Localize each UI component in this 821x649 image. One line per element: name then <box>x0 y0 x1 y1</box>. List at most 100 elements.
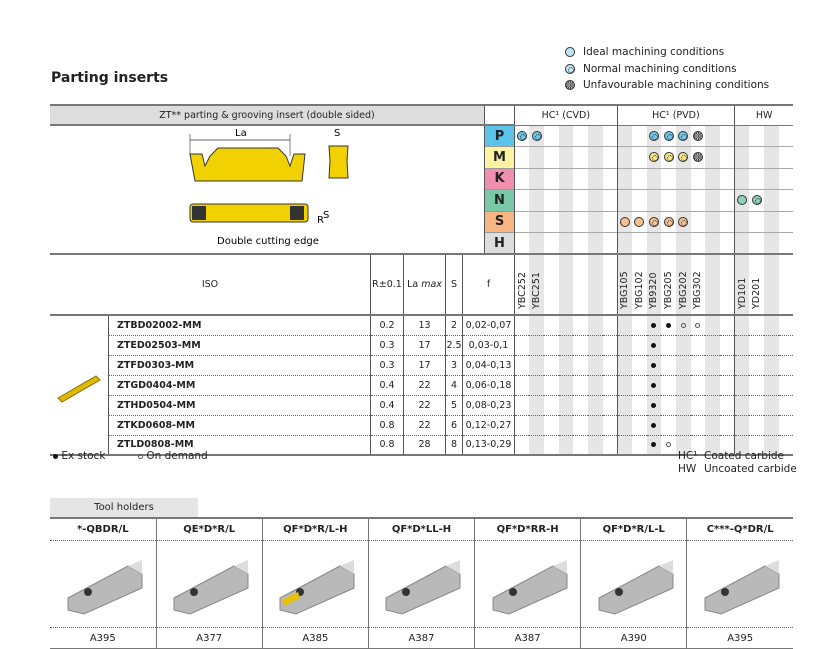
grade-cell <box>514 395 530 416</box>
grade-cell <box>749 146 764 168</box>
grade-cell <box>543 146 559 168</box>
grade-cell <box>675 415 691 436</box>
grade-cell <box>734 124 750 147</box>
la-header: La max <box>403 253 446 316</box>
holder-image[interactable] <box>261 540 369 628</box>
normal-icon <box>678 130 689 141</box>
legend-label: Unfavourable machining conditions <box>583 79 770 91</box>
table-row[interactable]: ZTKD0608-MM 0.8 22 6 0,12-0,27 <box>50 415 794 436</box>
grade-cell <box>646 146 662 168</box>
grade-section-header: HC¹ (PVD) <box>616 104 735 126</box>
grade-cell <box>763 415 779 436</box>
insert-drawing: La S R S Double cutting edge <box>50 125 485 254</box>
table-row[interactable]: ZTBD02002-MM 0.2 13 2 0,02-0,07 <box>50 315 794 456</box>
holder-image[interactable] <box>580 540 687 628</box>
normal-icon <box>663 152 674 163</box>
holder-image[interactable] <box>686 540 793 628</box>
grade-cell <box>675 395 691 416</box>
table-row[interactable]: ZTHD0504-MM 0.4 22 5 0,08-0,23 <box>50 395 794 416</box>
grade-cell <box>529 415 544 436</box>
table-row[interactable]: ZTLD0808-MM 0.8 28 8 0,13-0,29 <box>50 435 794 456</box>
table-row[interactable]: ZTED02503-MM 0.3 17 2.5 0,03-0,1 <box>50 335 794 356</box>
grade-cell <box>749 415 764 436</box>
grade-cell <box>587 210 603 233</box>
la-label: La <box>235 128 247 139</box>
holder-image[interactable] <box>474 540 581 628</box>
r-cell: 0.4 <box>370 375 404 396</box>
ex-stock-icon <box>651 442 657 448</box>
ideal-icon <box>565 47 575 58</box>
grade-cell <box>675 232 691 254</box>
holder-page-link[interactable]: A390 <box>580 627 687 649</box>
grade-cell <box>587 395 603 416</box>
holder-name[interactable]: C***-Q*DR/L <box>686 518 793 541</box>
grade-cell <box>661 124 676 147</box>
grade-cell <box>602 395 618 416</box>
holder-page-link[interactable]: A387 <box>367 627 475 649</box>
grade-cell <box>529 375 544 396</box>
ideal-icon <box>737 195 748 206</box>
on-demand-icon <box>695 322 701 328</box>
grade-cell <box>719 355 735 376</box>
grade-cell: YBC252 <box>514 253 530 316</box>
holder-name[interactable]: QE*D*R/L <box>155 518 263 541</box>
grade-cell <box>646 355 662 376</box>
grade-cell <box>778 124 794 147</box>
grade-cell <box>778 375 794 396</box>
table-row[interactable]: ZTFD0303-MM 0.3 17 3 0,04-0,13 <box>50 355 794 376</box>
grade-cell <box>719 167 735 190</box>
on-demand-icon <box>680 322 686 328</box>
grade-YBC252: YBC252 <box>516 272 528 309</box>
la-cell: 13 <box>403 315 446 336</box>
s-label: S <box>334 128 340 139</box>
r-cell: 0.4 <box>370 395 404 416</box>
grade-cell <box>587 124 603 147</box>
grade-cell <box>719 124 735 147</box>
on-demand-legend: On demand <box>138 450 208 462</box>
grade-cell <box>719 210 735 233</box>
grade-cell <box>587 315 603 336</box>
grade-YB9320: YB9320 <box>648 272 660 310</box>
holder-image[interactable] <box>367 540 475 628</box>
inserts-table: ZT** parting & grooving insert (double s… <box>50 104 794 456</box>
holder-page-link[interactable]: A395 <box>686 627 793 649</box>
grade-cell <box>690 435 706 456</box>
holder-page-link[interactable]: A385 <box>261 627 369 649</box>
grade-cell <box>602 335 618 356</box>
grade-cell <box>543 232 559 254</box>
insert-image <box>50 315 109 456</box>
grade-cell <box>543 415 559 436</box>
legend-unfav: Unfavourable machining conditions <box>565 77 769 94</box>
grade-cell <box>602 435 618 456</box>
grade-cell <box>587 375 603 396</box>
holder-page-link[interactable]: A387 <box>474 627 581 649</box>
grade-cell <box>602 189 618 211</box>
grade-cell <box>661 435 676 456</box>
drawing-caption: Double cutting edge <box>217 236 319 247</box>
holder-name[interactable]: QF*D*R/L-L <box>580 518 687 541</box>
grade-YBG302: YBG302 <box>692 271 704 309</box>
holder-name[interactable]: QF*D*R/L-H <box>261 518 369 541</box>
grade-cell <box>602 210 618 233</box>
holder-name[interactable]: QF*D*RR-H <box>474 518 581 541</box>
holder-image[interactable] <box>155 540 263 628</box>
holder-page-link[interactable]: A377 <box>155 627 263 649</box>
grade-cell <box>690 146 706 168</box>
holder-image[interactable] <box>50 540 157 628</box>
grade-cell <box>573 435 588 456</box>
grade-cell <box>705 232 720 254</box>
grade-cell <box>616 124 632 147</box>
grade-cell <box>705 415 720 436</box>
la-cell: 28 <box>403 435 446 456</box>
grade-cell <box>573 189 588 211</box>
grade-cell <box>749 232 764 254</box>
holder-name[interactable]: *-QBDR/L <box>50 518 157 541</box>
s-cell: 4 <box>445 375 463 396</box>
holder-name[interactable]: QF*D*LL-H <box>367 518 475 541</box>
grade-cell <box>763 335 779 356</box>
grade-cell <box>778 335 794 356</box>
f-cell: 0,03-0,1 <box>462 335 515 356</box>
table-row[interactable]: ZTGD0404-MM 0.4 22 4 0,06-0,18 <box>50 375 794 396</box>
grade-cell <box>675 435 691 456</box>
holder-page-link[interactable]: A395 <box>89 632 116 644</box>
